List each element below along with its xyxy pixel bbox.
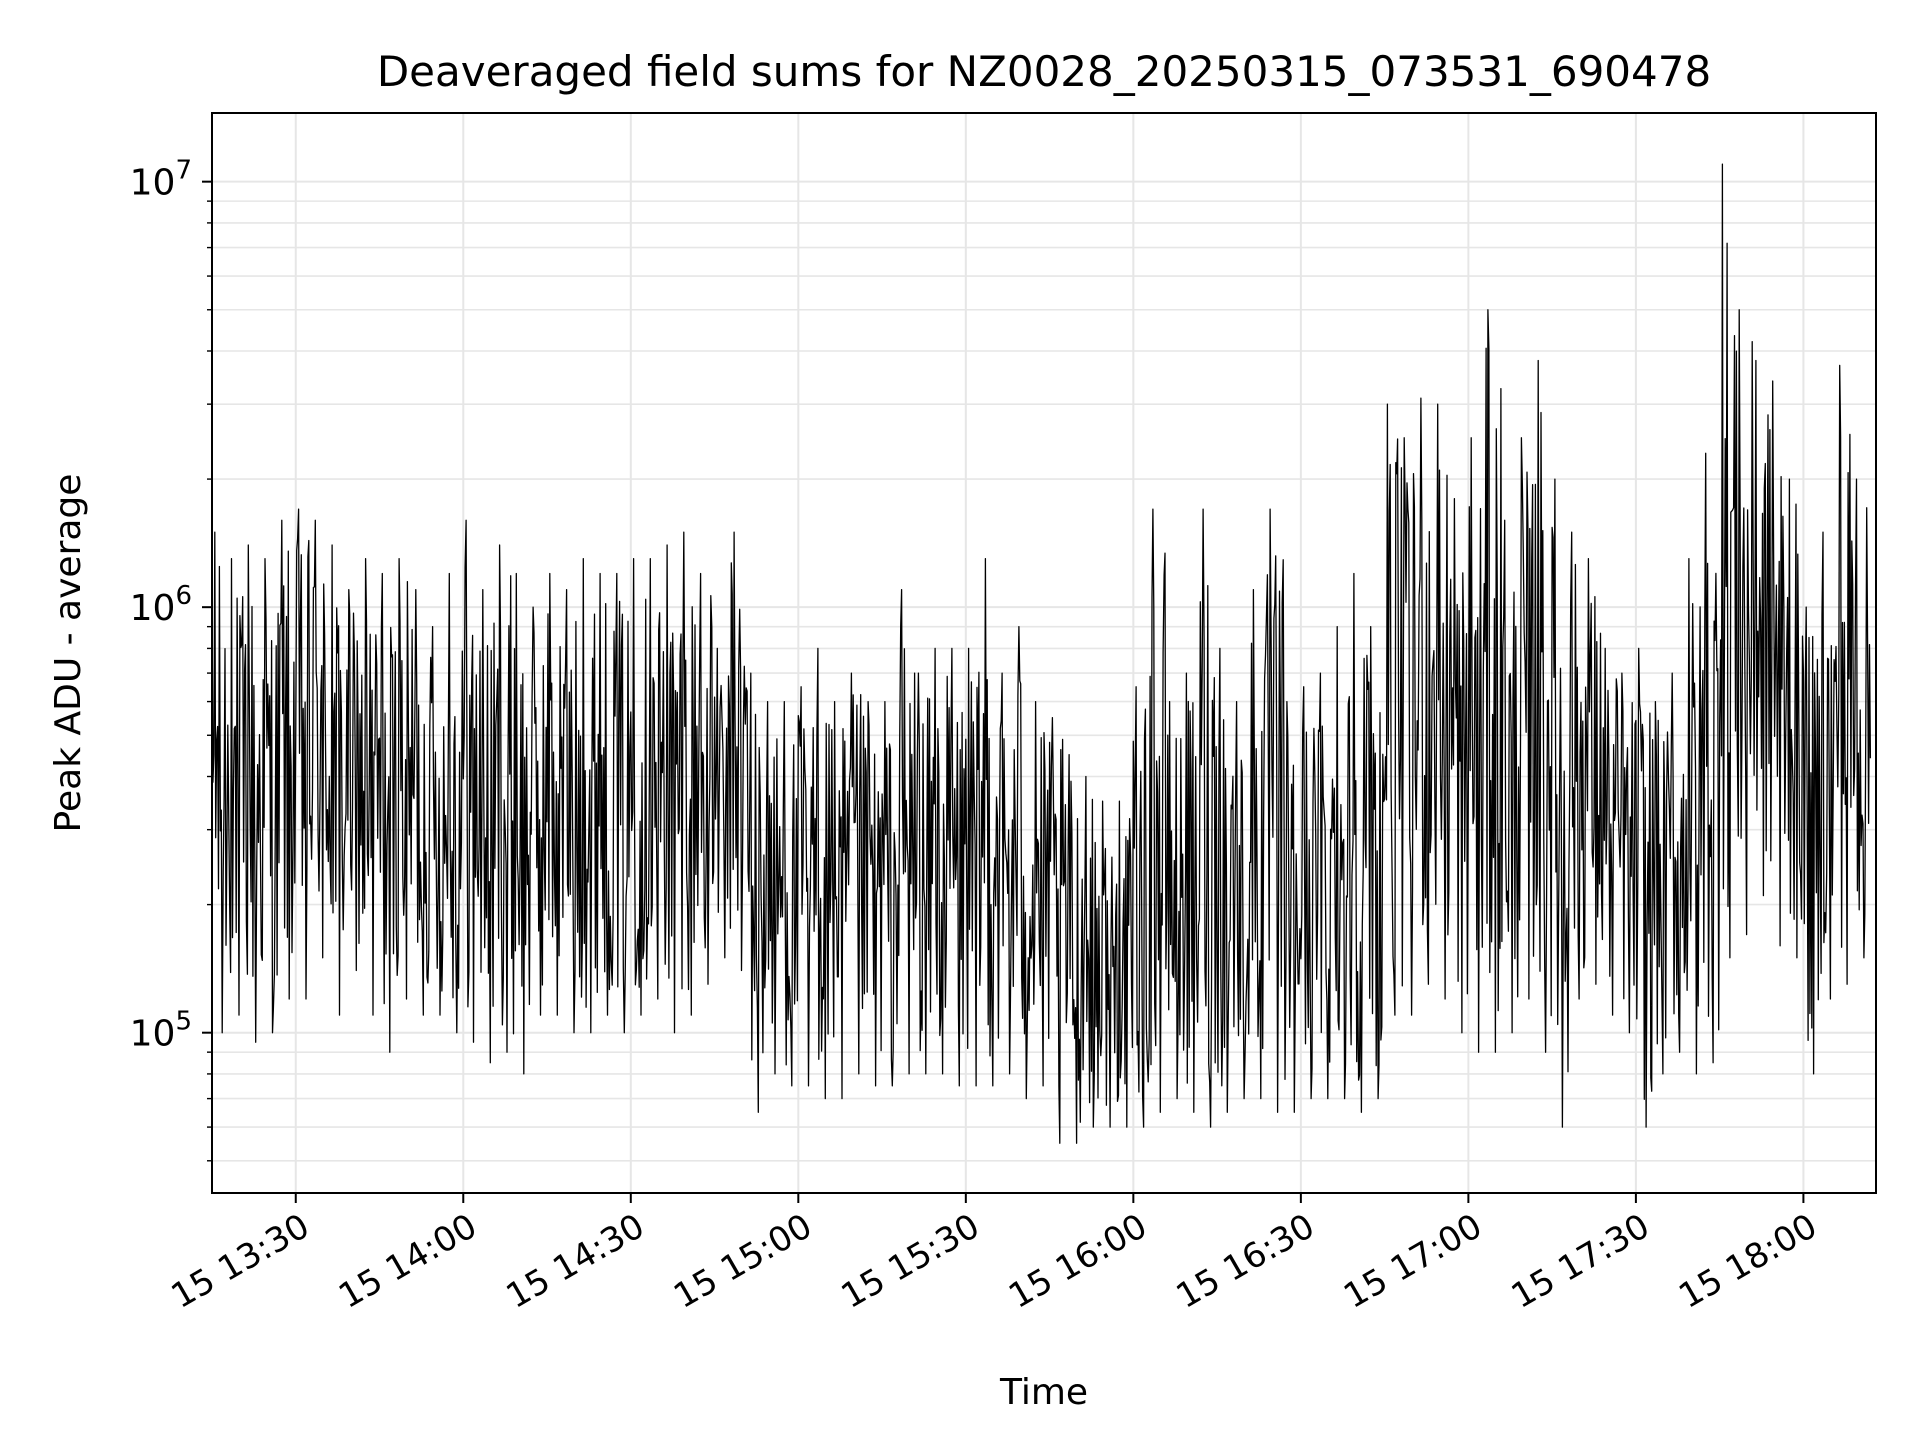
y-tick-label: 107 [130, 156, 192, 204]
chart-title: Deaveraged field sums for NZ0028_2025031… [377, 47, 1711, 96]
y-tick-label: 106 [130, 581, 192, 629]
y-tick-label: 105 [130, 1007, 192, 1055]
plot-frame [211, 112, 1877, 1194]
series-group [211, 163, 1872, 1144]
x-axis-label: Time [999, 1372, 1088, 1413]
y-axis-label: Peak ADU - average [48, 474, 89, 833]
series-line [211, 163, 1872, 1144]
